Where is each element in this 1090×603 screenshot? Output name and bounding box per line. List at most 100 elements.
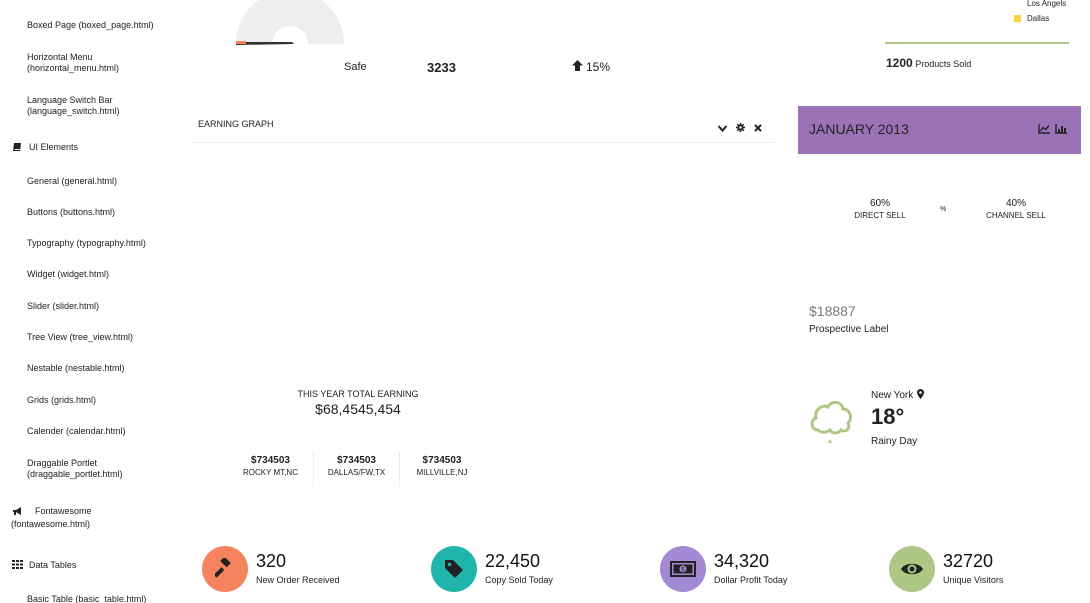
arrow-up-icon	[572, 60, 583, 74]
earning-panel-title: EARNING GRAPH	[198, 119, 274, 129]
channel-sell-label: CHANNEL SELL	[986, 211, 1046, 220]
sidebar-item-label: Language Switch Bar (language_switch.htm…	[27, 95, 120, 116]
sidebar-item-tree-view[interactable]: Tree View (tree_view.html)	[27, 332, 177, 343]
sidebar-item-boxed-page[interactable]: Boxed Page (boxed_page.html)	[27, 20, 177, 31]
sidebar-item-draggable-portlet[interactable]: Draggable Portlet (draggable_portlet.htm…	[27, 458, 147, 480]
direct-sell: 60% DIRECT SELL	[846, 198, 914, 220]
svg-text:$: $	[681, 566, 685, 574]
stat-label: Dollar Profit Today	[714, 575, 788, 585]
sidebar-item-ui-elements[interactable]: UI Elements	[11, 142, 161, 155]
legend-label: Los Angels	[1027, 0, 1067, 8]
products-count: 1200	[886, 56, 913, 70]
stat-circle	[431, 546, 477, 592]
sidebar-item-widget[interactable]: Widget (widget.html)	[27, 269, 177, 280]
sidebar-item-fontawesome[interactable]: Fontawesome (fontawesome.html)	[11, 506, 121, 530]
location-value: $734503	[422, 455, 462, 466]
sidebar-item-basic-table[interactable]: Basic Table (basic_table.html)	[27, 594, 177, 603]
gauge-safe-label: Safe	[344, 61, 367, 73]
sidebar-item-label: Slider (slider.html)	[27, 301, 100, 311]
sidebar-item-label: Calender (calendar.html)	[27, 426, 126, 436]
earning-total-value: $68,4545,454	[315, 401, 401, 417]
sell-ratio-symbol: %	[940, 206, 947, 213]
month-panel-header: JANUARY 2013	[798, 106, 1081, 154]
chevron-down-icon[interactable]	[717, 119, 728, 137]
sidebar-item-label: General (general.html)	[27, 176, 118, 186]
gauge-change-value: 15%	[586, 60, 611, 74]
sidebar-item-label: Widget (widget.html)	[27, 269, 110, 279]
sidebar-item-label: Grids (grids.html)	[27, 395, 97, 405]
bullhorn-icon	[11, 506, 23, 519]
earning-total-label: THIS YEAR TOTAL EARNING	[297, 389, 419, 399]
eye-icon	[900, 560, 924, 583]
sidebar-item-calender[interactable]: Calender (calendar.html)	[27, 426, 177, 437]
panel-tools	[717, 119, 762, 137]
sidebar-item-nestable[interactable]: Nestable (nestable.html)	[27, 363, 177, 374]
sidebar-item-typography[interactable]: Typography (typography.html)	[27, 238, 177, 249]
legend-item-los-angels: Los Angels	[1027, 0, 1066, 8]
location-value: $734503	[337, 455, 376, 466]
legend-label: Dallas	[1027, 14, 1050, 23]
book-icon	[11, 142, 23, 155]
products-sold: 1200 Products Sold	[886, 56, 971, 70]
gavel-icon	[213, 556, 235, 583]
gauge	[236, 0, 344, 46]
sidebar-item-label: Typography (typography.html)	[27, 238, 146, 248]
close-icon[interactable]	[754, 119, 762, 137]
sidebar-item-label: Basic Table (basic_table.html)	[27, 594, 147, 603]
line-chart-icon[interactable]	[1038, 121, 1050, 139]
bar-chart-icon[interactable]	[1055, 121, 1067, 139]
channel-sell: 40% CHANNEL SELL	[980, 198, 1052, 220]
weather-condition: Rainy Day	[871, 436, 918, 447]
location-value: $734503	[251, 455, 290, 466]
earning-total: THIS YEAR TOTAL EARNING $68,4545,454	[260, 389, 456, 417]
location-name: DALLAS/FW,TX	[327, 468, 386, 477]
location-name: MILLVILLE,NJ	[416, 468, 468, 477]
sidebar-item-data-tables[interactable]: Data Tables	[11, 560, 161, 572]
money-icon: $	[670, 561, 696, 582]
stat-circle: $	[660, 546, 706, 592]
location-item: $734503 MILLVILLE,NJ	[400, 452, 484, 486]
stat-circle	[889, 546, 935, 592]
sidebar-item-label: Boxed Page (boxed_page.html)	[27, 20, 154, 30]
table-icon	[11, 560, 23, 572]
stat-value: 34,320	[714, 551, 770, 571]
gauge-value: 3233	[427, 60, 456, 75]
products-label: Products Sold	[915, 59, 972, 69]
location-item: $734503 DALLAS/FW,TX	[314, 452, 400, 486]
month-panel-title: JANUARY 2013	[809, 121, 909, 137]
channel-sell-pct: 40%	[1005, 198, 1026, 209]
gauge-change: 15%	[572, 60, 610, 74]
sidebar-item-label: Tree View (tree_view.html)	[27, 332, 134, 342]
sidebar-item-label: Horizontal Menu (horizontal_menu.html)	[27, 52, 120, 73]
stat-label: Unique Visitors	[943, 575, 1004, 585]
earning-locations: $734503 ROCKY MT,NC $734503 DALLAS/FW,TX…	[228, 452, 484, 486]
sidebar-item-language-switch[interactable]: Language Switch Bar (language_switch.htm…	[27, 95, 147, 117]
sidebar-item-slider[interactable]: Slider (slider.html)	[27, 301, 177, 312]
sidebar-item-grids[interactable]: Grids (grids.html)	[27, 395, 177, 406]
sidebar-item-label: Data Tables	[29, 560, 77, 570]
gear-icon[interactable]	[736, 119, 745, 137]
prospective-amount: $18887	[809, 303, 856, 319]
weather-temp: 18°	[871, 404, 905, 429]
sidebar-item-label: UI Elements	[29, 142, 79, 152]
sidebar-item-label: Fontawesome (fontawesome.html)	[11, 506, 92, 529]
earning-panel-header: EARNING GRAPH	[190, 108, 775, 143]
stat-value: 32720	[943, 551, 994, 571]
sidebar-item-label: Buttons (buttons.html)	[27, 207, 116, 217]
sidebar-item-general[interactable]: General (general.html)	[27, 176, 177, 187]
prospective-label: Prospective Label	[809, 324, 889, 335]
location-name: ROCKY MT,NC	[243, 468, 298, 477]
gauge-dial	[236, 0, 344, 46]
sidebar-item-horizontal-menu[interactable]: Horizontal Menu (horizontal_menu.html)	[27, 52, 147, 74]
stat-circle	[202, 546, 248, 592]
map-marker-icon	[917, 389, 925, 402]
month-panel-tools	[1038, 121, 1067, 139]
direct-sell-label: DIRECT SELL	[854, 211, 906, 220]
direct-sell-pct: 60%	[869, 198, 890, 209]
sidebar-item-buttons[interactable]: Buttons (buttons.html)	[27, 207, 177, 218]
stat-value: 22,450	[485, 551, 541, 571]
sidebar-item-label: Draggable Portlet (draggable_portlet.htm…	[27, 458, 123, 479]
weather-city: New York	[871, 390, 914, 401]
stat-label: Copy Sold Today	[485, 575, 553, 585]
sidebar-item-label: Nestable (nestable.html)	[27, 363, 125, 373]
